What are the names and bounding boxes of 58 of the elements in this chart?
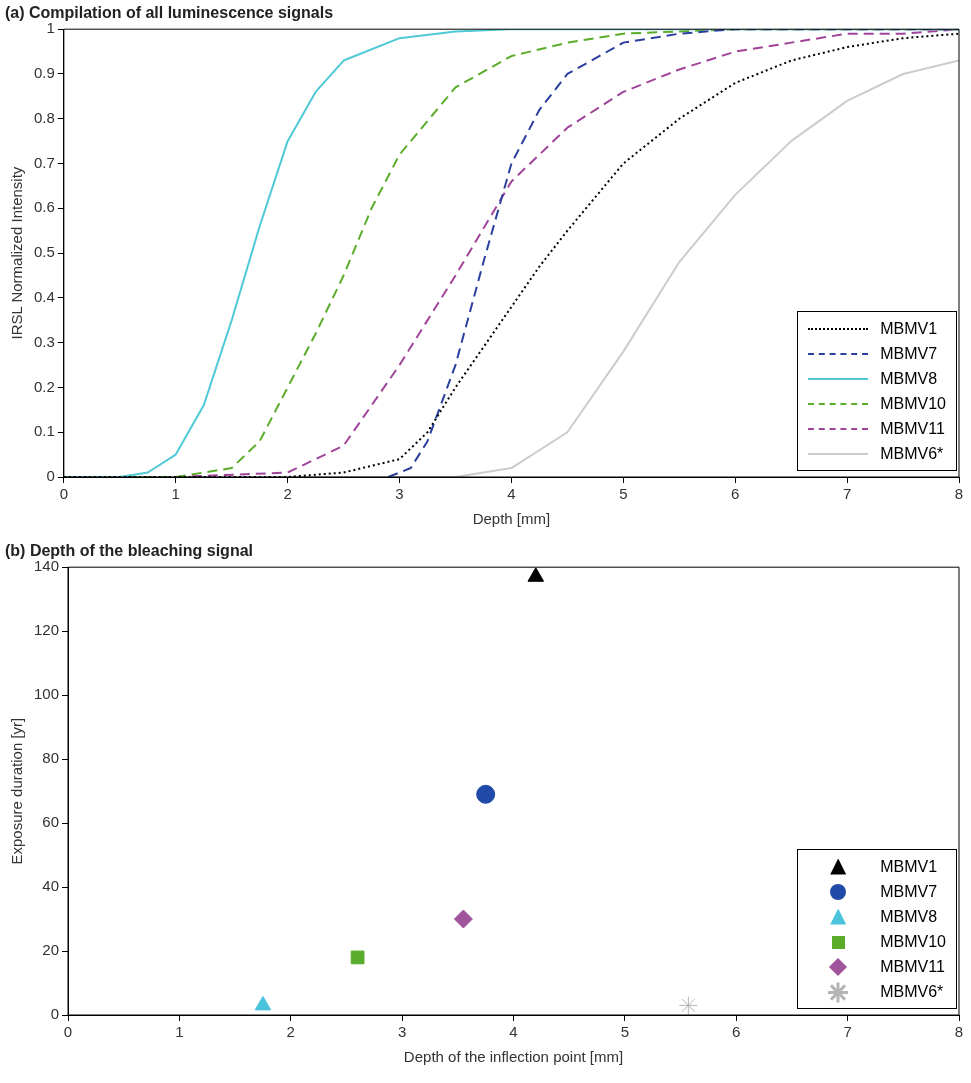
x-axis-title: Depth of the inflection point [mm] — [403, 1048, 624, 1066]
x-tick-label: 5 — [619, 485, 628, 503]
x-tick-label: 6 — [732, 1023, 741, 1041]
legend-label: MBMV6* — [880, 444, 944, 463]
x-tick-label: 8 — [954, 485, 964, 503]
y-tick-label: 0.6 — [33, 198, 55, 216]
legend-label: MBMV1 — [880, 857, 938, 876]
x-tick-label: 8 — [954, 1023, 964, 1041]
x-tick-label: 3 — [395, 485, 404, 503]
legend-label: MBMV6* — [880, 982, 944, 1001]
legend-label: MBMV7 — [880, 344, 938, 363]
y-tick-label: 0.3 — [33, 332, 55, 350]
x-tick-label: 0 — [63, 1023, 73, 1041]
y-axis-title: IRSL Normalized Intensity — [8, 166, 26, 340]
x-tick-label: 1 — [175, 1023, 184, 1041]
y-tick-label: 100 — [34, 685, 60, 703]
legend-label: MBMV10 — [880, 932, 946, 951]
y-tick-label: 60 — [42, 813, 60, 831]
point — [453, 909, 473, 929]
y-tick-label: 0 — [46, 467, 55, 485]
legend-label: MBMV11 — [880, 419, 945, 438]
x-tick-label: 2 — [286, 1023, 295, 1041]
y-tick-label: 0.1 — [33, 422, 55, 440]
y-tick-label: 40 — [42, 877, 60, 895]
y-tick-label: 0.4 — [33, 288, 55, 306]
x-tick-label: 7 — [843, 1023, 852, 1041]
y-tick-label: 20 — [42, 941, 60, 959]
x-tick-label: 4 — [509, 1023, 518, 1041]
y-tick-label: 0.5 — [33, 243, 55, 261]
legend-label: MBMV11 — [880, 957, 945, 976]
y-tick-label: 0.8 — [33, 108, 55, 126]
point — [350, 950, 365, 965]
y-tick-label: 120 — [34, 621, 60, 639]
x-tick-label: 7 — [842, 485, 852, 503]
x-tick-label: 6 — [731, 485, 740, 503]
point — [678, 995, 698, 1015]
y-tick-label: 0.9 — [33, 64, 55, 82]
y-tick-label: 0.2 — [33, 377, 55, 395]
legend-label: MBMV7 — [880, 882, 938, 901]
legend-label: MBMV8 — [880, 369, 938, 388]
x-tick-label: 4 — [507, 485, 516, 503]
chart-title: (a) Compilation of all luminescence signals — [5, 4, 334, 22]
point — [527, 567, 545, 582]
legend-label: MBMV8 — [880, 907, 938, 926]
y-axis-title: Exposure duration [yr] — [8, 717, 26, 865]
x-tick-label: 1 — [171, 485, 180, 503]
y-tick-label: 80 — [42, 749, 60, 767]
y-tick-label: 1 — [46, 19, 55, 37]
x-tick-label: 3 — [397, 1023, 407, 1041]
point — [476, 784, 496, 804]
x-tick-label: 5 — [620, 1023, 630, 1041]
y-tick-label: 0 — [50, 1005, 60, 1023]
legend-label: MBMV10 — [880, 394, 946, 413]
x-tick-label: 2 — [283, 485, 292, 503]
y-tick-label: 0.7 — [33, 153, 55, 171]
chart-title: (b) Depth of the bleaching signal — [5, 542, 253, 560]
legend-label: MBMV1 — [880, 319, 938, 338]
x-axis-title: Depth [mm] — [472, 510, 551, 528]
